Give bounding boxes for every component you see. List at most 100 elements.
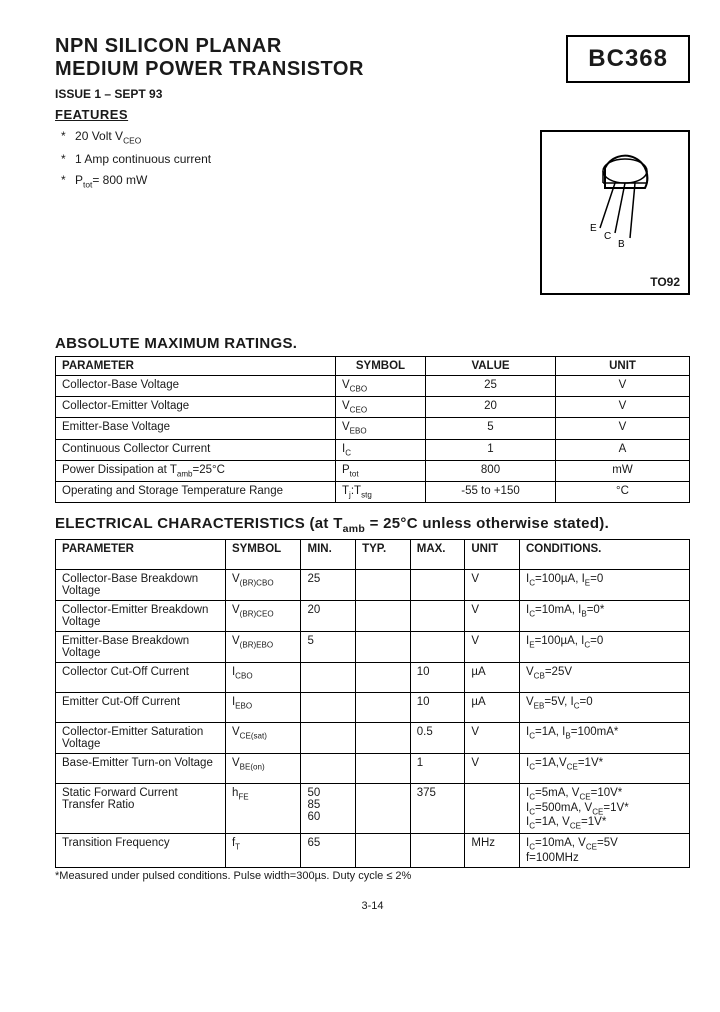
table-row: Emitter-Base VoltageVEBO5V xyxy=(56,418,690,439)
table-row: Power Dissipation at Tamb=25°CPtot800mW xyxy=(56,460,690,481)
table-row: Static Forward Current Transfer RatiohFE… xyxy=(56,784,690,834)
ec-param: Emitter Cut-Off Current xyxy=(56,693,226,723)
ec-cond: VCB=25V xyxy=(519,663,689,693)
package-diagram-box: E C B TO92 xyxy=(540,130,690,295)
ec-max xyxy=(410,834,465,867)
title-line2: MEDIUM POWER TRANSISTOR xyxy=(55,58,364,81)
ec-unit xyxy=(465,784,520,834)
page-number: 3-14 xyxy=(55,900,690,912)
amr-table: PARAMETERSYMBOLVALUEUNIT Collector-Base … xyxy=(55,356,690,504)
amr-value: 20 xyxy=(426,396,556,417)
ec-min: 508560 xyxy=(301,784,356,834)
ec-header: CONDITIONS. xyxy=(519,540,689,570)
amr-unit: A xyxy=(556,439,690,460)
amr-value: 25 xyxy=(426,375,556,396)
table-row: Base-Emitter Turn-on VoltageVBE(on) 1VIC=… xyxy=(56,754,690,784)
header-row: NPN SILICON PLANAR MEDIUM POWER TRANSIST… xyxy=(55,35,690,83)
amr-param: Collector-Base Voltage xyxy=(56,375,336,396)
amr-symbol: VEBO xyxy=(336,418,426,439)
ec-param: Transition Frequency xyxy=(56,834,226,867)
package-label: TO92 xyxy=(650,275,680,289)
ec-max xyxy=(410,570,465,601)
ec-typ xyxy=(356,663,411,693)
ec-min xyxy=(301,754,356,784)
ec-header: MIN. xyxy=(301,540,356,570)
ec-param: Collector-Base Breakdown Voltage xyxy=(56,570,226,601)
amr-param: Emitter-Base Voltage xyxy=(56,418,336,439)
ec-min xyxy=(301,723,356,754)
ec-unit: µA xyxy=(465,693,520,723)
ec-min: 25 xyxy=(301,570,356,601)
amr-symbol: VCEO xyxy=(336,396,426,417)
ec-min xyxy=(301,693,356,723)
amr-unit: mW xyxy=(556,460,690,481)
amr-value: 1 xyxy=(426,439,556,460)
amr-value: -55 to +150 xyxy=(426,482,556,503)
ec-cond: IC=10mA, IB=0* xyxy=(519,601,689,632)
title-block: NPN SILICON PLANAR MEDIUM POWER TRANSIST… xyxy=(55,35,364,81)
ec-cond: IC=1A,VCE=1V* xyxy=(519,754,689,784)
ec-unit: V xyxy=(465,723,520,754)
ec-max xyxy=(410,601,465,632)
amr-unit: V xyxy=(556,418,690,439)
amr-header: UNIT xyxy=(556,356,690,375)
ec-unit: V xyxy=(465,632,520,663)
table-row: Collector-Emitter Breakdown VoltageV(BR)… xyxy=(56,601,690,632)
table-row: Continuous Collector CurrentIC1A xyxy=(56,439,690,460)
ec-max: 1 xyxy=(410,754,465,784)
ec-max: 10 xyxy=(410,693,465,723)
ec-param: Base-Emitter Turn-on Voltage xyxy=(56,754,226,784)
table-row: Collector-Emitter Saturation VoltageVCE(… xyxy=(56,723,690,754)
amr-header: PARAMETER xyxy=(56,356,336,375)
amr-unit: °C xyxy=(556,482,690,503)
ec-symbol: V(BR)EBO xyxy=(225,632,301,663)
amr-symbol: Tj:Tstg xyxy=(336,482,426,503)
pin-e-label: E xyxy=(590,223,597,234)
table-row: Collector Cut-Off CurrentICBO10µAVCB=25V xyxy=(56,663,690,693)
ec-unit: V xyxy=(465,570,520,601)
amr-header: SYMBOL xyxy=(336,356,426,375)
ec-unit: V xyxy=(465,601,520,632)
title-line1: NPN SILICON PLANAR xyxy=(55,35,364,58)
ec-typ xyxy=(356,570,411,601)
ec-max: 0.5 xyxy=(410,723,465,754)
pin-c-label: C xyxy=(604,231,611,242)
table-row: Collector-Base Breakdown VoltageV(BR)CBO… xyxy=(56,570,690,601)
ec-typ xyxy=(356,601,411,632)
ec-header: TYP. xyxy=(356,540,411,570)
ec-min xyxy=(301,663,356,693)
amr-symbol: IC xyxy=(336,439,426,460)
ec-symbol: VBE(on) xyxy=(225,754,301,784)
amr-symbol: Ptot xyxy=(336,460,426,481)
ec-cond: IC=100µA, IE=0 xyxy=(519,570,689,601)
ec-param: Static Forward Current Transfer Ratio xyxy=(56,784,226,834)
to92-icon: E C B xyxy=(560,153,670,273)
ec-symbol: V(BR)CBO xyxy=(225,570,301,601)
amr-param: Continuous Collector Current xyxy=(56,439,336,460)
ec-symbol: hFE xyxy=(225,784,301,834)
issue-line: ISSUE 1 – SEPT 93 xyxy=(55,87,690,101)
ec-typ xyxy=(356,723,411,754)
ec-typ xyxy=(356,784,411,834)
part-number-box: BC368 xyxy=(566,35,690,83)
table-row: Emitter Cut-Off CurrentIEBO10µAVEB=5V, I… xyxy=(56,693,690,723)
ec-header: MAX. xyxy=(410,540,465,570)
ec-param: Collector-Emitter Breakdown Voltage xyxy=(56,601,226,632)
features-heading: FEATURES xyxy=(55,107,690,122)
ec-max xyxy=(410,632,465,663)
table-row: Collector-Base VoltageVCBO25V xyxy=(56,375,690,396)
ec-min: 65 xyxy=(301,834,356,867)
ec-typ xyxy=(356,693,411,723)
table-row: Emitter-Base Breakdown VoltageV(BR)EBO5V… xyxy=(56,632,690,663)
ec-header: SYMBOL xyxy=(225,540,301,570)
amr-param: Operating and Storage Temperature Range xyxy=(56,482,336,503)
ec-cond: IC=10mA, VCE=5Vf=100MHz xyxy=(519,834,689,867)
ec-typ xyxy=(356,632,411,663)
datasheet-page: NPN SILICON PLANAR MEDIUM POWER TRANSIST… xyxy=(0,0,720,1012)
ec-header: PARAMETER xyxy=(56,540,226,570)
ec-min: 5 xyxy=(301,632,356,663)
ec-unit: V xyxy=(465,754,520,784)
amr-value: 800 xyxy=(426,460,556,481)
footnote: *Measured under pulsed conditions. Pulse… xyxy=(55,870,690,882)
ec-unit: µA xyxy=(465,663,520,693)
